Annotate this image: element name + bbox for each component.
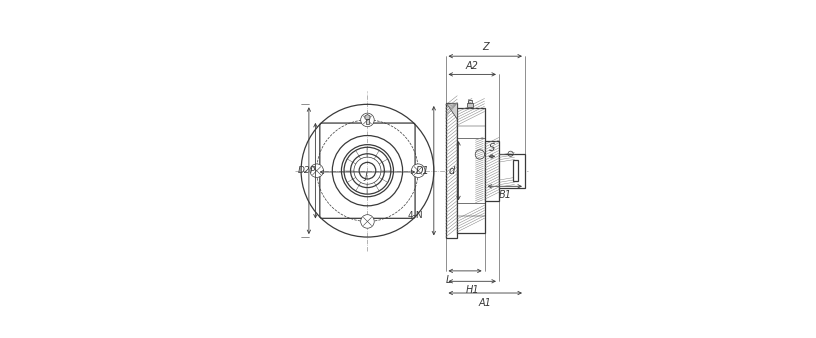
Text: D1: D1 bbox=[416, 166, 430, 176]
FancyBboxPatch shape bbox=[320, 123, 415, 218]
Bar bbox=[468, 100, 472, 103]
Text: Z: Z bbox=[482, 42, 489, 52]
Bar bbox=[446, 103, 457, 238]
Bar bbox=[485, 141, 499, 201]
Bar bbox=[457, 108, 485, 233]
Polygon shape bbox=[446, 103, 457, 119]
Text: A1: A1 bbox=[479, 298, 492, 308]
Circle shape bbox=[361, 113, 375, 127]
Polygon shape bbox=[365, 115, 370, 120]
Text: D2: D2 bbox=[298, 166, 311, 175]
Text: S: S bbox=[489, 143, 494, 153]
Text: A2: A2 bbox=[466, 61, 479, 71]
Bar bbox=[366, 119, 370, 124]
Text: L: L bbox=[446, 274, 450, 285]
Text: 4-N: 4-N bbox=[408, 211, 424, 220]
Text: d: d bbox=[448, 166, 455, 176]
Text: B1: B1 bbox=[499, 190, 512, 200]
Bar bbox=[513, 160, 518, 181]
Circle shape bbox=[361, 215, 375, 228]
Bar bbox=[499, 154, 525, 188]
Text: J: J bbox=[365, 172, 367, 181]
Bar bbox=[467, 103, 473, 107]
Text: H1: H1 bbox=[465, 285, 479, 295]
Circle shape bbox=[310, 164, 323, 177]
Text: P: P bbox=[309, 166, 315, 175]
Circle shape bbox=[411, 164, 425, 177]
